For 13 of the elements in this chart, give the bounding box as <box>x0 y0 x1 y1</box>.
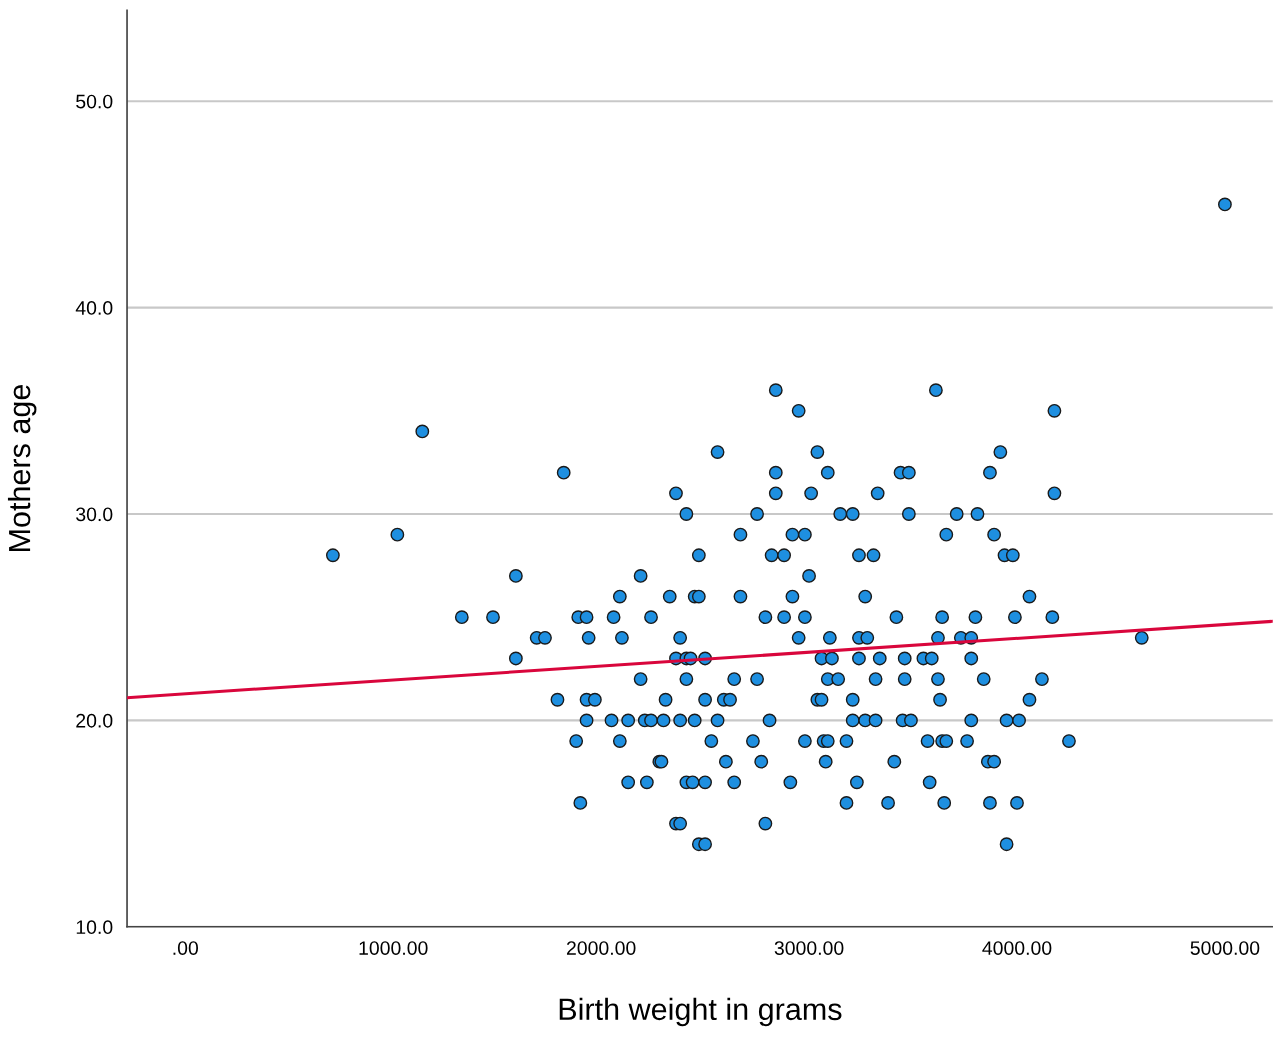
y-tick-label: 20.0 <box>76 713 113 728</box>
x-tick-label: 3000.00 <box>774 941 844 955</box>
y-tick-label: 10.0 <box>76 920 113 935</box>
x-axis-title: Birth weight in grams <box>559 997 842 1027</box>
y-tick-label: 50.0 <box>76 94 113 109</box>
x-tick-label: 2000.00 <box>566 941 636 955</box>
x-tick-label: 4000.00 <box>982 941 1052 955</box>
x-tick-label: 5000.00 <box>1190 941 1260 955</box>
y-tick-label: 40.0 <box>75 301 113 315</box>
y-axis-title: Mothers age <box>7 385 37 551</box>
x-tick-label: .00 <box>173 941 199 955</box>
x-tick-label: 1000.00 <box>359 941 428 955</box>
y-tick-label: 30.0 <box>76 507 113 522</box>
